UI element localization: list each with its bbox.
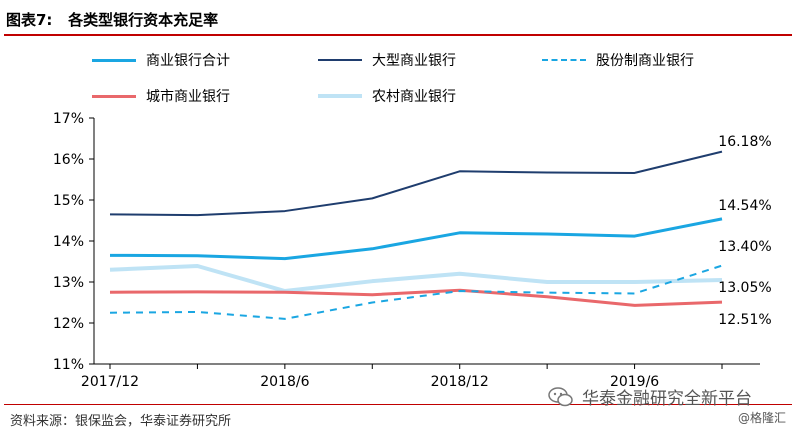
- y-tick-label: 16%: [53, 152, 84, 168]
- series-line-2: [109, 264, 723, 320]
- legend-swatch-commercial-total: [92, 58, 136, 62]
- source-note: 资料来源：银保监会，华泰证券研究所: [10, 414, 232, 429]
- series-line-4: [109, 264, 723, 294]
- y-tick-label: 15%: [53, 193, 84, 209]
- bottom-rule: [4, 404, 792, 405]
- watermark: 华泰金融研究全新平台: [548, 384, 752, 409]
- x-tick-label: 2018/12: [431, 374, 489, 390]
- legend-item-commercial-total: 商业银行合计: [92, 48, 230, 72]
- legend-label-city: 城市商业银行: [146, 89, 230, 105]
- legend-swatch-city: [92, 94, 136, 98]
- legend-item-city: 城市商业银行: [92, 84, 230, 108]
- y-tick-label: 11%: [53, 357, 84, 373]
- end-value-label: 14.54%: [718, 198, 771, 214]
- wechat-icon: [548, 386, 573, 406]
- series-line-0: [109, 217, 723, 261]
- legend-swatch-rural: [318, 94, 362, 98]
- chart-legend: 商业银行合计 大型商业银行 股份制商业银行 城市商业银行 农村商业银行: [0, 46, 796, 116]
- line-chart: 11% 12% 13% 14% 15% 16% 17% 2017/12 2018/6 2018/1…: [53, 111, 772, 390]
- figure-title: 图表7: 各类型银行资本充足率: [6, 11, 219, 29]
- legend-label-large: 大型商业银行: [372, 53, 456, 69]
- y-tick-label: 17%: [53, 111, 84, 127]
- end-value-label: 16.18%: [718, 134, 771, 150]
- legend-label-rural: 农村商业银行: [372, 89, 456, 105]
- end-value-label: 13.40%: [718, 239, 771, 255]
- top-rule: [4, 34, 792, 36]
- legend-swatch-large: [318, 59, 362, 61]
- x-tick-label: 2017/12: [81, 374, 139, 390]
- legend-item-rural: 农村商业银行: [318, 84, 456, 108]
- end-value-label: 13.05%: [718, 280, 771, 296]
- series-line-1: [109, 150, 723, 217]
- x-tick-label: 2018/6: [260, 374, 309, 390]
- x-tick-label: 2019/6: [610, 374, 659, 390]
- figure-header: 图表7: 各类型银行资本充足率: [0, 0, 796, 36]
- y-tick-label: 12%: [53, 316, 84, 332]
- y-tick-label: 13%: [53, 275, 84, 291]
- legend-label-joint-stock: 股份制商业银行: [596, 53, 694, 69]
- end-value-label: 12.51%: [718, 312, 771, 328]
- series-line-3: [109, 288, 723, 307]
- watermark-text: 华泰金融研究全新平台: [582, 389, 752, 409]
- legend-item-joint-stock: 股份制商业银行: [542, 48, 694, 72]
- legend-swatch-joint-stock: [542, 59, 586, 61]
- watermark-handle: @格隆汇: [738, 411, 787, 425]
- legend-item-large: 大型商业银行: [318, 48, 456, 72]
- legend-label-commercial-total: 商业银行合计: [146, 53, 230, 69]
- y-tick-label: 14%: [53, 234, 84, 250]
